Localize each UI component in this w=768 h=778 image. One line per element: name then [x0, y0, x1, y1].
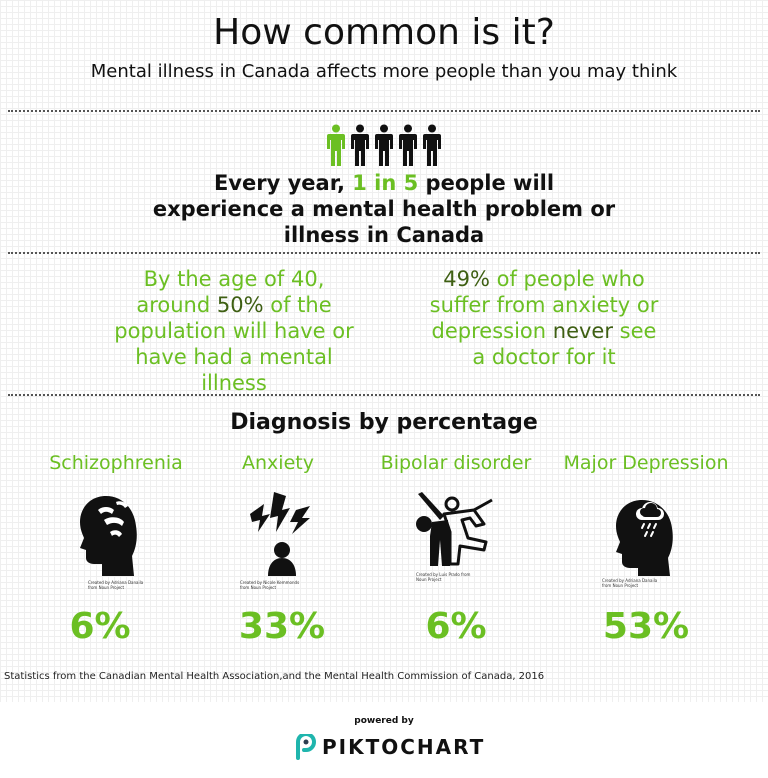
- head-profile-with-hands-icon: [80, 496, 137, 576]
- fact-right-highlight: 49%: [443, 267, 490, 291]
- headline-fact-prefix: Every year,: [213, 171, 353, 195]
- icon-credit: Created by Adriana Danaila from Noun Pro…: [88, 580, 144, 590]
- icon-credit: Created by Nicole Kemmonds from Noun Pro…: [240, 580, 300, 590]
- person-with-lightning-bolts-icon: [250, 492, 310, 576]
- person-icon: [351, 124, 369, 166]
- people-icon-group: [327, 124, 441, 166]
- fact-left-prefix: By the age of 40, around: [136, 267, 325, 317]
- powered-by-label: powered by: [354, 716, 414, 726]
- fact-right-middle: of people who suffer from anxiety or dep…: [429, 267, 659, 343]
- headline-fact-suffix: people will experience a mental health p…: [152, 171, 616, 247]
- diagnosis-percent-bipolar: 6%: [425, 606, 487, 647]
- person-icon: [423, 124, 441, 166]
- person-icon: [327, 124, 345, 166]
- fact-left-suffix: of the population will have or have had …: [114, 293, 354, 395]
- headline-fact-highlight: 1 in 5: [352, 171, 419, 195]
- diagnosis-name-major-depression: Major Depression: [563, 452, 729, 474]
- brand-name: PIKTOCHART: [322, 735, 486, 759]
- section-title: Diagnosis by percentage: [230, 410, 538, 435]
- divider: [8, 110, 760, 112]
- head-profile-with-rain-cloud-icon: [616, 500, 673, 576]
- diagnosis-name-anxiety: Anxiety: [242, 452, 314, 474]
- fact-left-highlight: 50%: [216, 293, 264, 317]
- fact-right-suffix: see a doctor for it: [472, 319, 657, 369]
- page-title: How common is it?: [213, 12, 555, 53]
- fact-never-see-doctor: 49% of people who suffer from anxiety or…: [428, 266, 660, 370]
- person-icon: [375, 124, 393, 166]
- icon-credit: Created by Adriana Danaila from Noun Pro…: [602, 578, 658, 588]
- piktochart-brand-link[interactable]: PIKTOCHART: [296, 732, 483, 762]
- divider: [8, 252, 760, 254]
- diagnosis-percent-major-depression: 53%: [602, 606, 690, 647]
- fact-age-40: By the age of 40, around 50% of the popu…: [106, 266, 362, 396]
- divider: [8, 394, 760, 396]
- person-icon: [399, 124, 417, 166]
- diagnosis-name-bipolar: Bipolar disorder: [380, 452, 532, 474]
- source-citation: Statistics from the Canadian Mental Heal…: [4, 671, 545, 682]
- diagnosis-percent-schizophrenia: 6%: [69, 606, 131, 647]
- piktochart-logo-icon: [296, 734, 316, 760]
- two-figures-jumping-and-slumped-icon: [416, 492, 493, 566]
- diagnosis-percent-anxiety: 33%: [238, 606, 326, 647]
- icon-credit: Created by Luis Prado from Noun Project: [416, 572, 471, 582]
- diagnosis-name-schizophrenia: Schizophrenia: [49, 452, 183, 474]
- fact-right-emphasis: never: [552, 319, 613, 343]
- headline-fact: Every year, 1 in 5 people will experienc…: [150, 170, 618, 248]
- footer: [0, 702, 768, 778]
- page-subtitle: Mental illness in Canada affects more pe…: [90, 61, 678, 82]
